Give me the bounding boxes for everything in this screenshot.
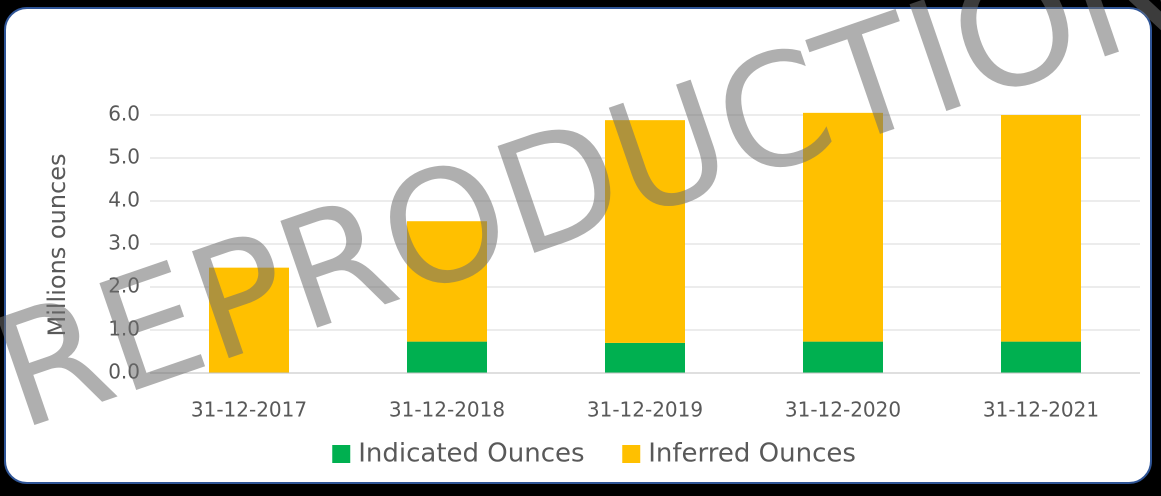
bar-segment xyxy=(803,112,883,342)
legend-swatch xyxy=(622,445,641,463)
bar-segment xyxy=(803,341,883,373)
y-tick-label: 6.0 xyxy=(108,102,140,126)
y-tick-label: 5.0 xyxy=(108,145,140,169)
y-tick-label: 1.0 xyxy=(108,317,140,341)
x-tick-label: 31-12-2019 xyxy=(587,398,703,422)
y-tick-label: 0.0 xyxy=(108,360,140,384)
x-tick-label: 31-12-2020 xyxy=(785,398,901,422)
y-tick-label: 2.0 xyxy=(108,274,140,298)
legend-label: Inferred Ounces xyxy=(648,439,856,469)
bar-segment xyxy=(407,341,487,373)
y-axis-label: Millions ounces xyxy=(43,154,71,337)
x-tick-label: 31-12-2018 xyxy=(389,398,505,422)
x-tick-label: 31-12-2017 xyxy=(191,398,307,422)
y-tick-label: 3.0 xyxy=(108,231,140,255)
bar-segment xyxy=(407,221,487,342)
legend-label: Indicated Ounces xyxy=(358,439,584,469)
bar-segment xyxy=(605,342,685,373)
bar-segment xyxy=(209,267,289,373)
x-tick-label: 31-12-2021 xyxy=(983,398,1099,422)
legend-swatch xyxy=(332,445,351,463)
bar-segment xyxy=(1001,115,1081,342)
y-tick-label: 4.0 xyxy=(108,188,140,212)
bar-segment xyxy=(1001,341,1081,373)
bar-segment xyxy=(605,120,685,343)
